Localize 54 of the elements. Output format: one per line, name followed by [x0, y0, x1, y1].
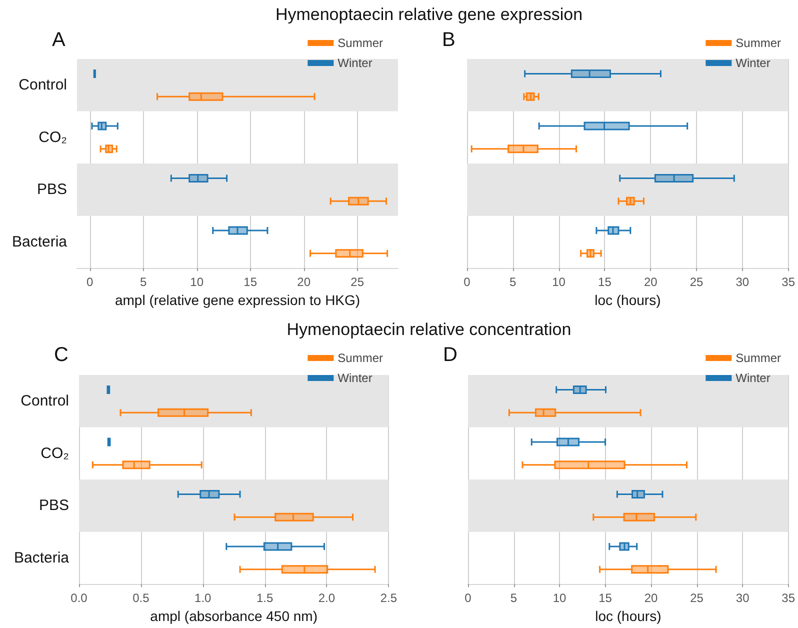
legend-label: Winter [338, 371, 372, 385]
x-tick-label: 10 [552, 275, 566, 290]
x-tick-label: 25 [350, 275, 364, 290]
legend-label: Summer [736, 36, 782, 50]
legend-label: Summer [338, 351, 384, 365]
legend-label: Winter [736, 56, 770, 70]
x-tick-label: 2.0 [318, 591, 336, 606]
x-tick-label: 0.5 [132, 591, 150, 606]
x-tick-label: 30 [736, 591, 750, 606]
x-tick-label: 35 [782, 591, 796, 606]
text: C [54, 344, 68, 366]
y-tick-label: PBS [38, 497, 69, 514]
legend-label: Winter [338, 56, 372, 70]
x-axis-title: ampl (relative gene expression to HKG) [114, 292, 360, 308]
legend-label: Summer [338, 36, 384, 50]
x-tick-label: 0.0 [70, 591, 88, 606]
x-tick-label: 0 [464, 275, 471, 290]
x-tick-label: 30 [736, 275, 750, 290]
y-tick-label: CO₂ [38, 128, 68, 146]
text: D [443, 344, 458, 366]
y-tick-label: Bacteria [14, 549, 70, 566]
x-tick-label: 5 [510, 591, 518, 606]
x-tick-label: 0 [86, 275, 94, 290]
x-tick-label: 15 [244, 275, 258, 290]
chart-title: Hymenoptaecin relative gene expression [274, 5, 584, 25]
y-tick-label: Control [18, 76, 67, 94]
x-tick-label: 20 [644, 591, 658, 606]
x-tick-label: 20 [297, 275, 311, 290]
x-axis-title: ampl (absorbance 450 nm) [150, 608, 318, 624]
x-tick-label: 15 [598, 275, 612, 290]
x-tick-label: 10 [552, 591, 567, 606]
x-tick-label: 25 [690, 275, 704, 290]
x-tick-label: 35 [782, 275, 796, 290]
y-tick-label: CO₂ [40, 444, 70, 462]
x-axis-title: loc (hours) [595, 608, 662, 624]
x-tick-label: 0 [464, 591, 472, 606]
x-tick-label: 5 [510, 275, 517, 290]
x-tick-label: 15 [598, 591, 612, 606]
text: Hymenoptaecin relative concentration [286, 320, 572, 340]
x-tick-label: 1.0 [194, 591, 212, 606]
x-axis-title: loc (hours) [594, 292, 661, 308]
x-tick-label: 5 [140, 275, 147, 290]
legend-label: Winter [736, 371, 770, 385]
x-tick-label: 1.5 [256, 591, 274, 606]
x-tick-label: 25 [690, 591, 704, 606]
x-tick-label: 2.5 [380, 591, 398, 606]
text: A [52, 29, 66, 51]
y-tick-label: Control [20, 392, 69, 410]
legend-label: Summer [736, 351, 782, 365]
x-tick-label: 10 [190, 275, 204, 290]
y-tick-label: PBS [36, 181, 67, 198]
text: B [442, 29, 456, 51]
x-tick-label: 20 [644, 275, 658, 290]
y-tick-label: Bacteria [12, 233, 68, 250]
